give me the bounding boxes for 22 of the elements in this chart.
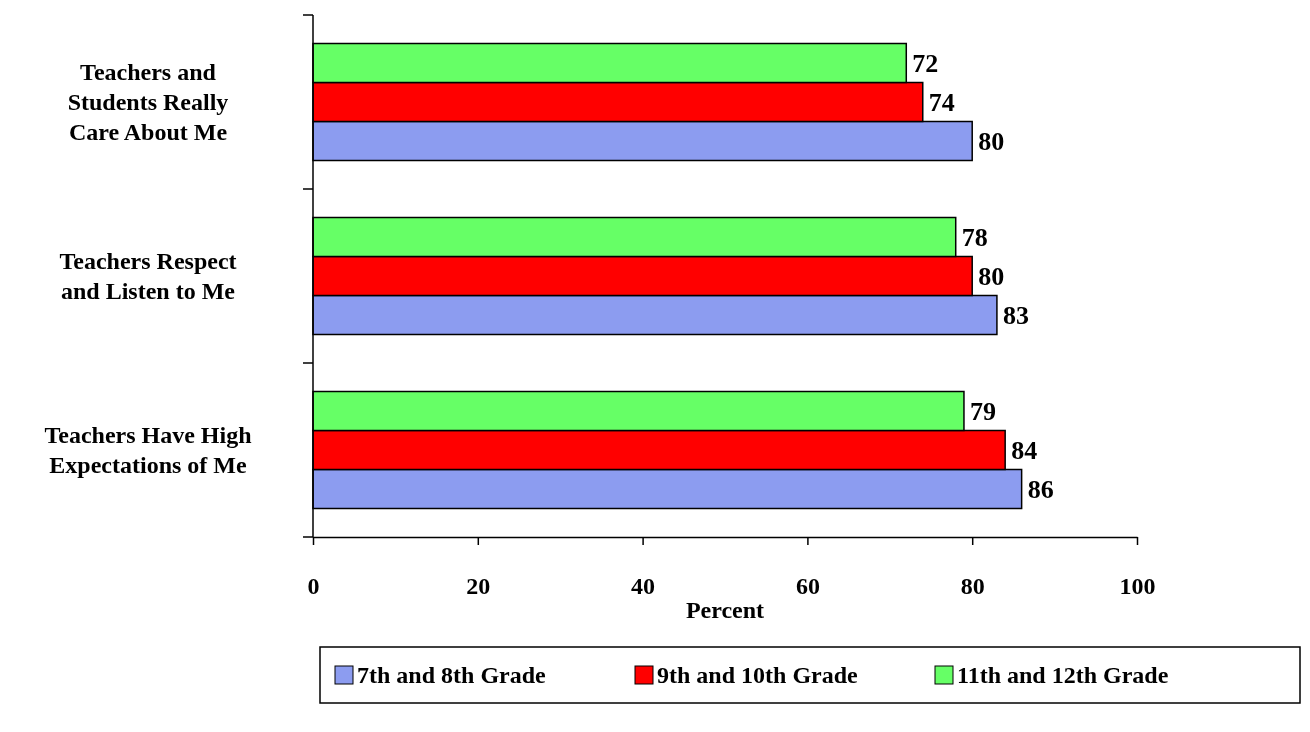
data-label: 86 bbox=[1027, 475, 1054, 504]
legend-label: 7th and 8th Grade bbox=[357, 662, 547, 688]
legend-label: 9th and 10th Grade bbox=[657, 662, 859, 688]
x-tick-label: 0 bbox=[307, 572, 320, 599]
data-label: 80 bbox=[978, 262, 1005, 291]
data-label: 80 bbox=[978, 127, 1005, 156]
x-tick-label: 40 bbox=[631, 572, 656, 599]
x-tick-label: 60 bbox=[795, 572, 820, 599]
legend-label: 11th and 12th Grade bbox=[957, 662, 1169, 688]
data-label: 79 bbox=[969, 397, 996, 426]
x-tick-label: 80 bbox=[960, 572, 985, 599]
y-tick-label: Teachers and Students Really Care About Me bbox=[67, 59, 229, 145]
x-axis-title: Percent bbox=[685, 597, 765, 623]
data-label: 74 bbox=[928, 88, 955, 117]
x-tick-label: 20 bbox=[466, 572, 491, 599]
y-tick-label: Teachers Respect and Listen to Me bbox=[59, 248, 237, 304]
x-tick-label: 100 bbox=[1119, 572, 1156, 599]
data-label: 84 bbox=[1011, 436, 1038, 465]
data-label: 78 bbox=[961, 223, 988, 252]
y-tick-label: Teachers Have High Expectations of Me bbox=[44, 422, 252, 478]
data-label: 83 bbox=[1002, 301, 1029, 330]
data-label: 72 bbox=[912, 49, 939, 78]
